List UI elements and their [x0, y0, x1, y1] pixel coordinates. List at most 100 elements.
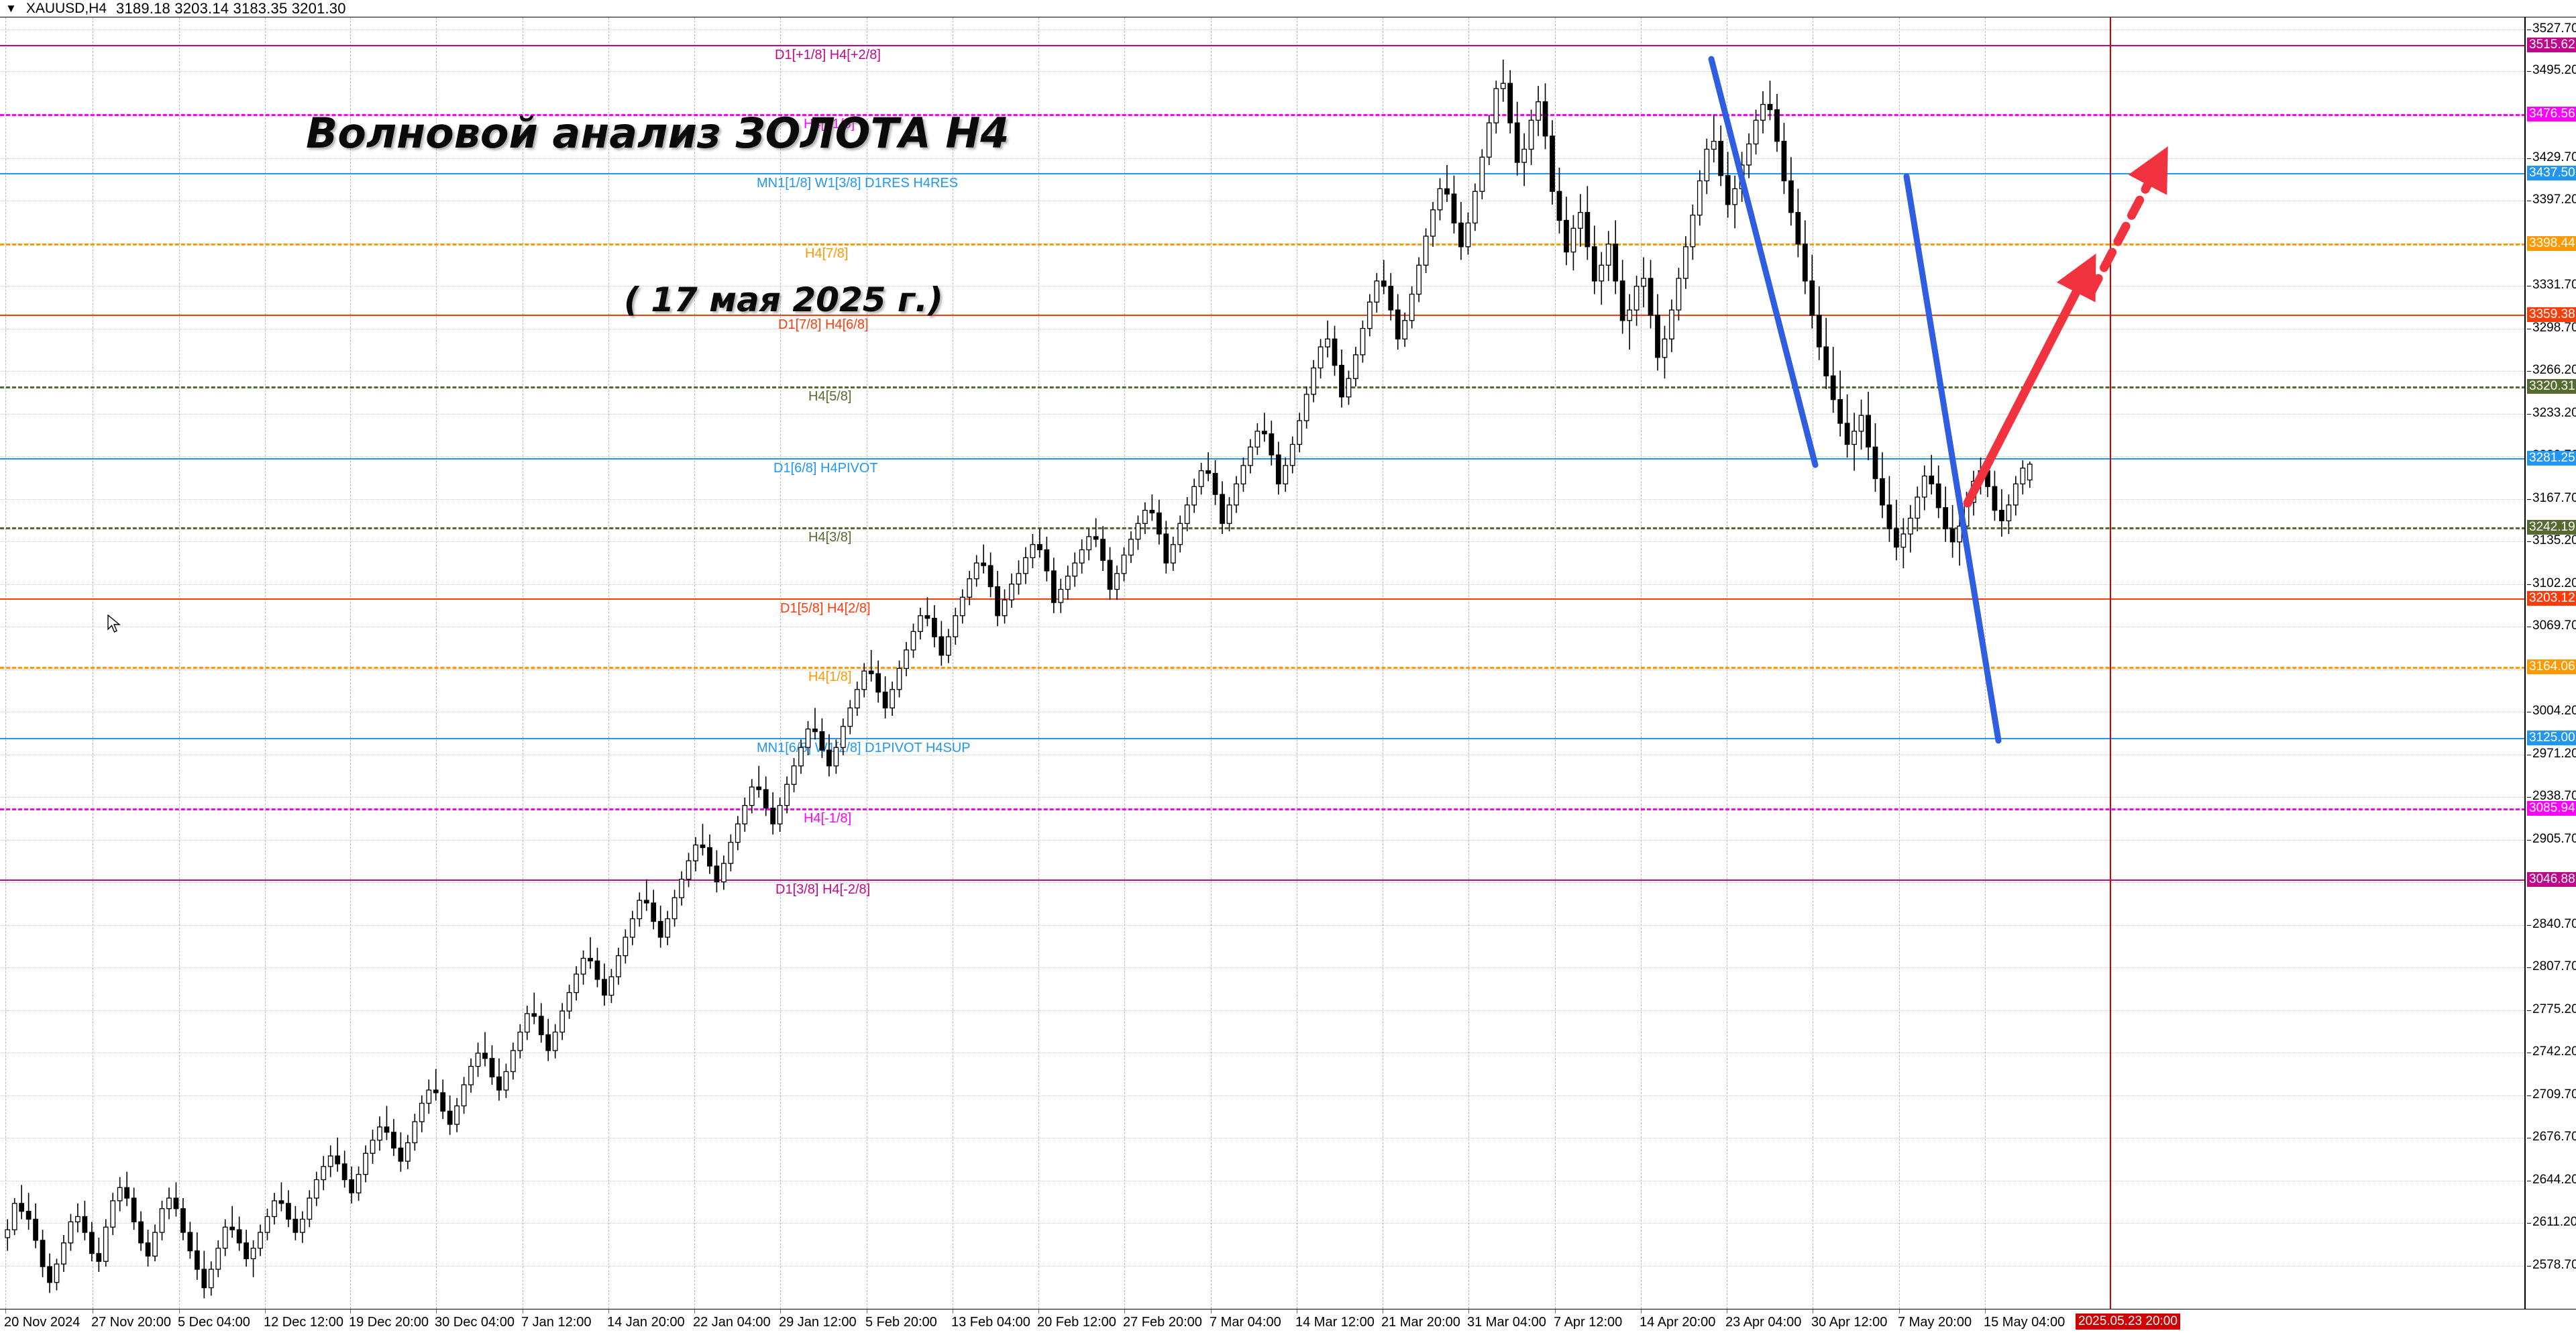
murrey-level-line[interactable]: [0, 738, 2524, 739]
price-tick-label: 3429.70: [2532, 150, 2576, 164]
murrey-level-line[interactable]: [0, 527, 2524, 529]
price-tick-label: 2611.20: [2532, 1215, 2576, 1229]
price-tick-label: 3527.70: [2532, 21, 2576, 36]
time-tick-mark: [1124, 1309, 1125, 1314]
time-tick-label: 14 Jan 20:00: [607, 1315, 685, 1330]
vertical-gridline: [694, 17, 695, 1309]
price-tick-label: 3495.20: [2532, 63, 2576, 77]
candlestick-series: [5, 59, 2033, 1299]
murrey-level-line[interactable]: [0, 808, 2524, 810]
vertical-gridline: [5, 17, 6, 1309]
price-level-tag: 3515.62: [2527, 38, 2576, 52]
murrey-level-line[interactable]: [0, 598, 2524, 600]
horizontal-gridline: [0, 840, 2524, 841]
time-tick-mark: [780, 1309, 781, 1314]
time-tick-label: 27 Nov 20:00: [91, 1315, 171, 1330]
price-tick-mark: [2527, 414, 2531, 415]
price-level-tag: 3359.38: [2527, 307, 2576, 322]
murrey-level-label: H4[-1/8]: [804, 811, 852, 826]
price-tick-label: 2676.70: [2532, 1130, 2576, 1144]
vertical-gridline: [608, 17, 609, 1309]
red-forecast-arrow-dashed[interactable]: [2086, 146, 2168, 299]
price-level-tag: 3476.56: [2527, 107, 2576, 121]
cursor-vertical-line: [2110, 17, 2111, 1309]
price-tick-mark: [2527, 541, 2531, 542]
time-tick-label: 7 May 20:00: [1898, 1315, 1972, 1330]
time-tick-mark: [436, 1309, 437, 1314]
price-tick-mark: [2527, 840, 2531, 841]
blue-trendline-1[interactable]: [1708, 56, 1819, 468]
murrey-level-line[interactable]: [0, 315, 2524, 316]
horizontal-gridline: [0, 456, 2524, 457]
price-tick-label: 2644.20: [2532, 1173, 2576, 1187]
time-tick-mark: [5, 1309, 6, 1314]
murrey-level-label: H4[3/8]: [808, 530, 852, 545]
time-tick-mark: [694, 1309, 695, 1314]
time-tick-label: 20 Nov 2024: [4, 1315, 80, 1330]
price-tick-label: 3102.20: [2532, 576, 2576, 590]
price-level-tag: 3164.06: [2527, 659, 2576, 674]
horizontal-gridline: [0, 158, 2524, 159]
vertical-gridline: [1899, 17, 1900, 1309]
horizontal-gridline: [0, 541, 2524, 542]
price-tick-label: 2971.20: [2532, 747, 2576, 761]
horizontal-gridline: [0, 499, 2524, 500]
page-title: Волновой анализ ЗОЛОТА H4: [306, 109, 1010, 158]
price-tick-mark: [2527, 1010, 2531, 1011]
chart-dropdown-icon[interactable]: ▼: [5, 2, 17, 15]
time-tick-label: 31 Mar 04:00: [1467, 1315, 1546, 1330]
time-tick-mark: [608, 1309, 609, 1314]
murrey-level-line[interactable]: [0, 667, 2524, 669]
time-tick-label: 5 Dec 04:00: [178, 1315, 250, 1330]
blue-trendline-2[interactable]: [1903, 173, 2002, 744]
vertical-gridline: [436, 17, 437, 1309]
price-level-tag: 3203.12: [2527, 591, 2576, 606]
price-tick-label: 2578.70: [2532, 1258, 2576, 1272]
murrey-level-line[interactable]: [0, 45, 2524, 46]
chart-info-bar: ▼ XAUUSD,H4 3189.18 3203.14 3183.35 3201…: [0, 0, 2576, 17]
vertical-gridline: [179, 17, 180, 1309]
price-tick-label: 2709.70: [2532, 1087, 2576, 1102]
horizontal-gridline: [0, 1266, 2524, 1267]
time-tick-mark: [1211, 1309, 1212, 1314]
murrey-level-label: H4[+1/8]: [804, 117, 855, 131]
red-forecast-arrow-solid[interactable]: [1963, 253, 2096, 508]
murrey-level-line[interactable]: [0, 879, 2524, 881]
ohlc-values: 3189.18 3203.14 3183.35 3201.30: [116, 0, 346, 17]
time-tick-label: 23 Apr 04:00: [1725, 1315, 1802, 1330]
price-level-tag: 3125.00: [2527, 731, 2576, 745]
price-tick-mark: [2527, 71, 2531, 72]
price-tick-mark: [2527, 499, 2531, 500]
time-tick-label: 21 Mar 20:00: [1381, 1315, 1460, 1330]
chart-plot-area[interactable]: D1[+1/8] H4[+2/8] H4[+1/8] MN1[1/8] W1[3/8…: [0, 17, 2526, 1309]
price-axis[interactable]: 3527.703495.203462.203429.703397.203364.…: [2527, 17, 2576, 1309]
time-tick-mark: [265, 1309, 266, 1314]
vertical-gridline: [1124, 17, 1125, 1309]
mouse-cursor-icon: [107, 614, 121, 633]
time-axis[interactable]: 20 Nov 2024 27 Nov 20:00 5 Dec 04:00 12 Dec…: [0, 1309, 2576, 1339]
murrey-level-label: D1[+1/8] H4[+2/8]: [775, 48, 881, 62]
time-tick-label: 7 Apr 12:00: [1554, 1315, 1623, 1330]
price-level-tag: 3046.88: [2527, 872, 2576, 887]
horizontal-gridline: [0, 414, 2524, 415]
price-tick-label: 3331.70: [2532, 278, 2576, 292]
vertical-gridline: [1211, 17, 1212, 1309]
horizontal-gridline: [0, 371, 2524, 372]
murrey-level-line[interactable]: [0, 244, 2524, 246]
price-tick-label: 3135.20: [2532, 533, 2576, 547]
murrey-level-label: D1[3/8] H4[-2/8]: [775, 882, 871, 897]
price-tick-mark: [2527, 584, 2531, 585]
vertical-gridline: [1468, 17, 1469, 1309]
price-tick-label: 3167.70: [2532, 491, 2576, 505]
time-tick-mark: [1555, 1309, 1556, 1314]
price-tick-mark: [2527, 371, 2531, 372]
murrey-level-label: D1[5/8] H4[2/8]: [780, 601, 871, 616]
murrey-level-line[interactable]: [0, 386, 2524, 388]
manual-drawings-layer[interactable]: [0, 17, 2526, 1309]
murrey-level-line[interactable]: [0, 458, 2524, 460]
murrey-level-line[interactable]: [0, 114, 2524, 116]
murrey-level-line[interactable]: [0, 173, 2524, 174]
time-tick-mark: [1641, 1309, 1642, 1314]
price-tick-label: 2840.70: [2532, 917, 2576, 931]
